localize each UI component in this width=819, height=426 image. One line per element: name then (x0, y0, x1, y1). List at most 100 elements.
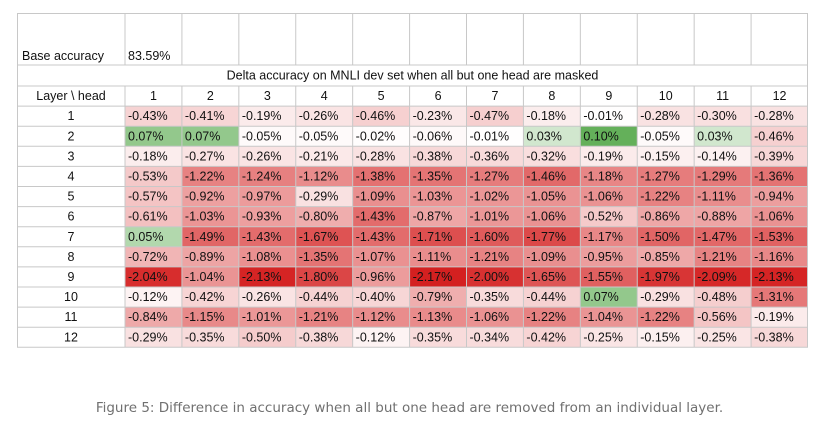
heatmap-cell (637, 186, 695, 207)
heatmap-cell (466, 287, 524, 308)
column-header-9: 9 (605, 89, 612, 103)
heatmap-cell (751, 287, 808, 308)
heatmap-cell (751, 186, 808, 207)
row-header-7: 7 (68, 230, 75, 244)
cell-value: -1.09% (526, 250, 566, 264)
cell-value: -1.12% (299, 169, 339, 183)
heatmap-cell (523, 246, 581, 267)
heatmap-cell (125, 146, 182, 167)
cell-value: -1.05% (526, 190, 566, 204)
cell-value: -0.57% (128, 190, 168, 204)
cell-value: -1.47% (697, 230, 737, 244)
heatmap-cell (580, 106, 638, 127)
row-header-8: 8 (68, 250, 75, 264)
heatmap-cell (523, 206, 581, 227)
cell-value: -1.22% (640, 310, 680, 324)
heatmap-cell (580, 126, 638, 147)
cell-value: -1.36% (754, 169, 794, 183)
heatmap-cell (125, 327, 182, 348)
cell-value: -0.05% (640, 129, 680, 143)
cell-value: -0.52% (583, 210, 623, 224)
heatmap-cell (637, 226, 695, 247)
heatmap-cell (751, 166, 808, 187)
heatmap-cell (751, 246, 808, 267)
cell-value: -0.38% (413, 149, 453, 163)
heatmap-cell (295, 126, 353, 147)
heatmap-cell (580, 266, 638, 287)
row-header-10: 10 (64, 290, 78, 304)
cell-value: -1.43% (242, 230, 282, 244)
cell-value: -0.92% (185, 190, 225, 204)
heatmap-cell (181, 146, 239, 167)
cell-value: -1.04% (583, 310, 623, 324)
cell-value: -0.96% (356, 270, 396, 284)
cell-value: -0.39% (754, 149, 794, 163)
cell-value: -0.46% (754, 129, 794, 143)
heatmap-cell (181, 206, 239, 227)
cell-value: -1.46% (526, 169, 566, 183)
cell-value: -1.80% (299, 270, 339, 284)
cell-value: -1.27% (640, 169, 680, 183)
cell-value: -2.13% (754, 270, 794, 284)
cell-value: -0.95% (583, 250, 623, 264)
heatmap-cell (466, 166, 524, 187)
cell-value: -1.06% (583, 190, 623, 204)
heatmap-cell (125, 206, 182, 227)
heatmap-cell (751, 327, 808, 348)
heatmap-cell (409, 126, 467, 147)
column-header-3: 3 (264, 89, 271, 103)
heatmap-cell (125, 186, 182, 207)
cell-value: -0.28% (754, 109, 794, 123)
heatmap-cell (238, 126, 296, 147)
heatmap-cell (295, 186, 353, 207)
heatmap-cell (637, 106, 695, 127)
heatmap-cell (580, 246, 638, 267)
heatmap-cell (238, 186, 296, 207)
cell-value: -0.44% (299, 290, 339, 304)
cell-value: -1.02% (470, 190, 510, 204)
cell-value: -1.22% (526, 310, 566, 324)
heatmap-cell (238, 246, 296, 267)
cell-value: -2.13% (242, 270, 282, 284)
heatmap-cell (352, 166, 410, 187)
cell-value: -1.06% (754, 210, 794, 224)
cell-value: -1.60% (470, 230, 510, 244)
column-header-8: 8 (548, 89, 555, 103)
cell-value: -0.30% (697, 109, 737, 123)
cell-value: -1.15% (185, 310, 225, 324)
cell-value: -0.35% (185, 330, 225, 344)
cell-value: -0.15% (640, 330, 680, 344)
cell-value: -0.44% (526, 290, 566, 304)
heatmap-cell (751, 146, 808, 167)
cell-value: -1.11% (697, 190, 736, 204)
cell-value: -0.88% (697, 210, 737, 224)
column-header-12: 12 (773, 89, 787, 103)
cell-value: -1.06% (470, 310, 510, 324)
cell-value: -0.18% (128, 149, 168, 163)
heatmap-cell (523, 166, 581, 187)
cell-value: -2.00% (470, 270, 510, 284)
heatmap-cell (694, 126, 752, 147)
column-header-1: 1 (150, 89, 157, 103)
cell-value: -0.28% (356, 149, 396, 163)
cell-value: -1.09% (356, 190, 396, 204)
cell-value: -2.17% (413, 270, 453, 284)
heatmap-cell (181, 186, 239, 207)
cell-value: -0.61% (128, 210, 168, 224)
column-header-2: 2 (207, 89, 214, 103)
cell-value: -1.22% (640, 190, 680, 204)
cell-value: -0.84% (128, 310, 168, 324)
cell-value: -1.43% (356, 230, 396, 244)
heatmap-cell (637, 287, 695, 308)
cell-value: 0.05% (128, 230, 163, 244)
heatmap-cell (409, 146, 467, 167)
heatmap-cell (409, 287, 467, 308)
cell-value: -0.86% (640, 210, 680, 224)
column-header-5: 5 (378, 89, 385, 103)
row-header-2: 2 (68, 129, 75, 143)
heatmap-cell (466, 327, 524, 348)
heatmap-cell (637, 327, 695, 348)
column-header-6: 6 (435, 89, 442, 103)
heatmap-cell (181, 307, 239, 328)
cell-value: 0.07% (583, 290, 618, 304)
